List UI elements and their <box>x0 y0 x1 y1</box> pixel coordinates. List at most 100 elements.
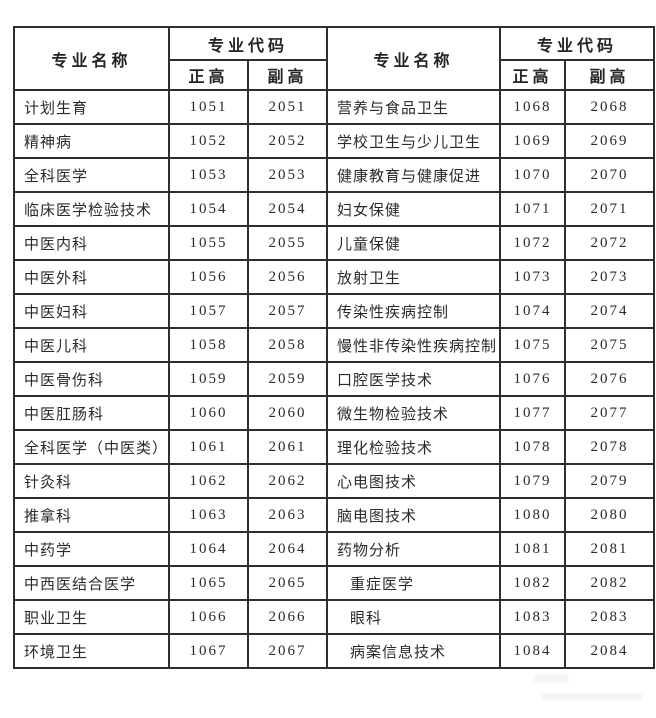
table-row: 中医妇科 1057 2057 传染性疾病控制 1074 2074 <box>12 293 656 329</box>
deputy-code-cell: 2051 <box>247 89 329 125</box>
senior-code-cell: 1073 <box>499 259 567 295</box>
profession-name-cell: 中医妇科 <box>12 293 171 329</box>
table-row: 环境卫生 1067 2067 病案信息技术 1084 2084 <box>12 633 656 669</box>
deputy-code-cell: 2052 <box>247 123 329 159</box>
senior-code-cell: 1078 <box>499 429 567 465</box>
deputy-code-cell: 2058 <box>247 327 329 363</box>
table-row: 全科医学（中医类） 1061 2061 理化检验技术 1078 2078 <box>12 429 656 465</box>
table-row: 全科医学 1053 2053 健康教育与健康促进 1070 2070 <box>12 157 656 193</box>
deputy-code-cell: 2069 <box>564 123 656 159</box>
header-row-1: 专业名称 专业代码 专业名称 专业代码 <box>12 26 656 91</box>
senior-code-cell: 1066 <box>168 599 250 635</box>
profession-name-cell: 中医外科 <box>12 259 171 295</box>
deputy-code-cell: 2065 <box>247 565 329 601</box>
profession-name-cell: 病案信息技术 <box>326 633 502 669</box>
senior-code-cell: 1074 <box>499 293 567 329</box>
deputy-code-cell: 2060 <box>247 395 329 431</box>
senior-code-cell: 1076 <box>499 361 567 397</box>
senior-code-cell: 1077 <box>499 395 567 431</box>
senior-code-cell: 1063 <box>168 497 250 533</box>
table-row: 计划生育 1051 2051 营养与食品卫生 1068 2068 <box>12 89 656 125</box>
deputy-code-cell: 2067 <box>247 633 329 669</box>
senior-code-cell: 1075 <box>499 327 567 363</box>
senior-code-cell: 1080 <box>499 497 567 533</box>
profession-name-cell: 针灸科 <box>12 463 171 499</box>
deputy-code-cell: 2070 <box>564 157 656 193</box>
profession-name-cell: 推拿科 <box>12 497 171 533</box>
table-row: 精神病 1052 2052 学校卫生与少儿卫生 1069 2069 <box>12 123 656 159</box>
table-row: 推拿科 1063 2063 脑电图技术 1080 2080 <box>12 497 656 533</box>
profession-name-cell: 慢性非传染性疾病控制 <box>326 327 502 363</box>
profession-name-cell: 微生物检验技术 <box>326 395 502 431</box>
profession-name-cell: 精神病 <box>12 123 171 159</box>
deputy-code-cell: 2056 <box>247 259 329 295</box>
senior-code-cell: 1069 <box>499 123 567 159</box>
header-row-2: 正高 副高 正高 副高 <box>14 59 656 91</box>
senior-code-cell: 1070 <box>499 157 567 193</box>
table-row: 中医内科 1055 2055 儿童保健 1072 2072 <box>12 225 656 261</box>
senior-code-cell: 1055 <box>168 225 250 261</box>
profession-name-cell: 理化检验技术 <box>326 429 502 465</box>
profession-name-cell: 中医骨伤科 <box>12 361 171 397</box>
senior-code-cell: 1051 <box>168 89 250 125</box>
senior-code-cell: 1071 <box>499 191 567 227</box>
deputy-code-cell: 2053 <box>247 157 329 193</box>
deputy-code-cell: 2073 <box>564 259 656 295</box>
senior-code-cell: 1079 <box>499 463 567 499</box>
table-row: 中药学 1064 2064 药物分析 1081 2081 <box>12 531 656 567</box>
senior-code-cell: 1060 <box>168 395 250 431</box>
senior-code-cell: 1052 <box>168 123 250 159</box>
senior-code-cell: 1081 <box>499 531 567 567</box>
profession-name-cell: 放射卫生 <box>326 259 502 295</box>
profession-name-cell: 临床医学检验技术 <box>12 191 171 227</box>
table-row: 职业卫生 1066 2066 眼科 1083 2083 <box>12 599 656 635</box>
deputy-code-cell: 2071 <box>564 191 656 227</box>
table-row: 中医肛肠科 1060 2060 微生物检验技术 1077 2077 <box>12 395 656 431</box>
watermark-smudge <box>542 693 642 700</box>
deputy-code-cell: 2079 <box>564 463 656 499</box>
deputy-code-cell: 2057 <box>247 293 329 329</box>
profession-name-cell: 口腔医学技术 <box>326 361 502 397</box>
header-deputy-right: 副高 <box>564 59 656 91</box>
profession-name-cell: 全科医学（中医类） <box>12 429 171 465</box>
profession-name-cell: 中医内科 <box>12 225 171 261</box>
profession-name-cell: 眼科 <box>326 599 502 635</box>
faint-watermark <box>534 672 644 700</box>
senior-code-cell: 1082 <box>499 565 567 601</box>
profession-name-cell: 妇女保健 <box>326 191 502 227</box>
deputy-code-cell: 2080 <box>564 497 656 533</box>
deputy-code-cell: 2068 <box>564 89 656 125</box>
senior-code-cell: 1061 <box>168 429 250 465</box>
profession-name-cell: 重症医学 <box>326 565 502 601</box>
table-row: 中医骨伤科 1059 2059 口腔医学技术 1076 2076 <box>12 361 656 397</box>
deputy-code-cell: 2061 <box>247 429 329 465</box>
senior-code-cell: 1064 <box>168 531 250 567</box>
table-body: 计划生育 1051 2051 营养与食品卫生 1068 2068 精神病 1052 2052 学校… <box>12 89 656 669</box>
senior-code-cell: 1065 <box>168 565 250 601</box>
profession-name-cell: 脑电图技术 <box>326 497 502 533</box>
watermark-smudge <box>534 674 568 683</box>
table-header: 专业名称 专业代码 专业名称 专业代码 正高 副高 正高 副高 <box>12 26 656 91</box>
deputy-code-cell: 2077 <box>564 395 656 431</box>
profession-name-cell: 营养与食品卫生 <box>326 89 502 125</box>
deputy-code-cell: 2082 <box>564 565 656 601</box>
table-row: 针灸科 1062 2062 心电图技术 1079 2079 <box>12 463 656 499</box>
profession-name-cell: 药物分析 <box>326 531 502 567</box>
profession-codes-table: 专业名称 专业代码 专业名称 专业代码 正高 副高 正高 副高 计划生育 1051… <box>12 26 656 669</box>
deputy-code-cell: 2081 <box>564 531 656 567</box>
deputy-code-cell: 2072 <box>564 225 656 261</box>
profession-name-cell: 职业卫生 <box>12 599 171 635</box>
profession-name-cell: 中医儿科 <box>12 327 171 363</box>
table-row: 中医儿科 1058 2058 慢性非传染性疾病控制 1075 2075 <box>12 327 656 363</box>
header-profession-name-right: 专业名称 <box>326 26 502 91</box>
header-senior-left: 正高 <box>168 59 250 91</box>
profession-name-cell: 传染性疾病控制 <box>326 293 502 329</box>
table-row: 中西医结合医学 1065 2065 重症医学 1082 2082 <box>12 565 656 601</box>
deputy-code-cell: 2074 <box>564 293 656 329</box>
senior-code-cell: 1062 <box>168 463 250 499</box>
senior-code-cell: 1058 <box>168 327 250 363</box>
deputy-code-cell: 2078 <box>564 429 656 465</box>
senior-code-cell: 1053 <box>168 157 250 193</box>
table-row: 临床医学检验技术 1054 2054 妇女保健 1071 2071 <box>12 191 656 227</box>
